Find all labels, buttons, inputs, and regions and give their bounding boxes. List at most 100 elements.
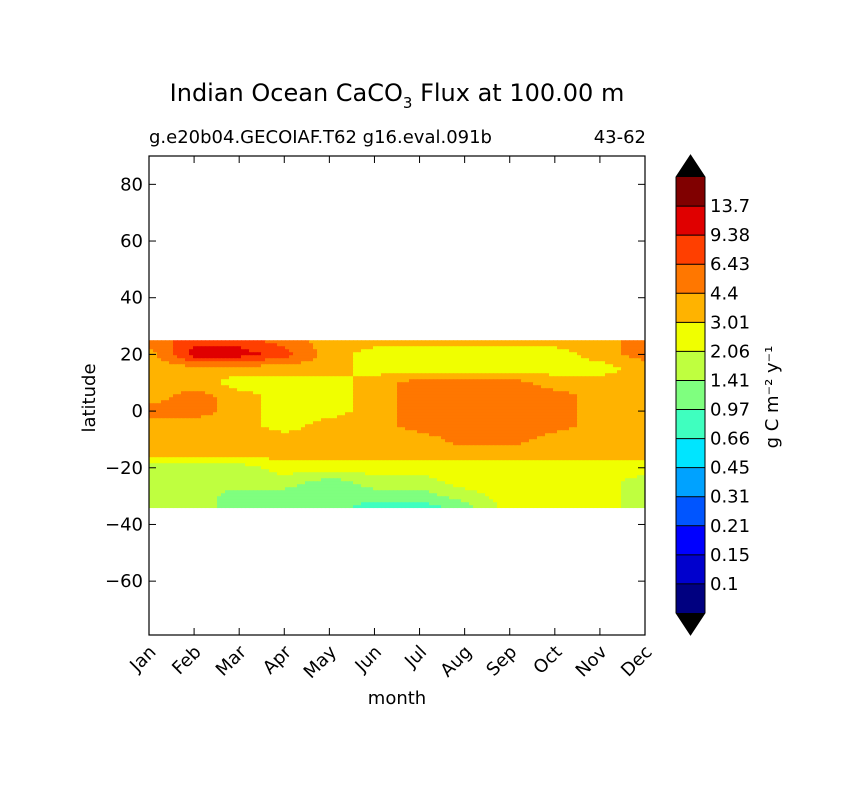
heatmap-cell <box>421 415 426 419</box>
heatmap-cell <box>429 442 434 446</box>
heatmap-cell <box>409 388 414 392</box>
heatmap-cell <box>221 385 226 389</box>
heatmap-cell <box>157 430 162 434</box>
heatmap-cell <box>289 373 294 377</box>
heatmap-cell <box>313 373 318 377</box>
heatmap-cell <box>449 454 454 458</box>
heatmap-cell <box>309 349 314 353</box>
heatmap-cell <box>609 445 614 449</box>
heatmap-cell <box>297 418 302 422</box>
heatmap-cell <box>453 370 458 374</box>
heatmap-cell <box>497 442 502 446</box>
heatmap-cell <box>293 364 298 368</box>
heatmap-cell <box>617 346 622 350</box>
heatmap-cell <box>561 385 566 389</box>
heatmap-cell <box>425 436 430 440</box>
heatmap-cell <box>237 352 242 356</box>
heatmap-cell <box>509 370 514 374</box>
heatmap-cell <box>261 352 266 356</box>
heatmap-cell <box>393 373 398 377</box>
heatmap-cell <box>377 454 382 458</box>
heatmap-cell <box>553 424 558 428</box>
heatmap-cell <box>457 367 462 371</box>
heatmap-cell <box>441 424 446 428</box>
heatmap-cell <box>605 424 610 428</box>
heatmap-cell <box>397 406 402 410</box>
heatmap-cell <box>401 385 406 389</box>
heatmap-cell <box>533 346 538 350</box>
heatmap-cell <box>221 409 226 413</box>
heatmap-cell <box>577 355 582 359</box>
heatmap-cell <box>581 418 586 422</box>
heatmap-cell <box>489 400 494 404</box>
heatmap-cell <box>237 349 242 353</box>
heatmap-cell <box>385 391 390 395</box>
heatmap-cell <box>345 346 350 350</box>
heatmap-cell <box>305 379 310 383</box>
heatmap-cell <box>525 361 530 365</box>
heatmap-cell <box>585 412 590 416</box>
heatmap-cell <box>237 406 242 410</box>
heatmap-cell <box>453 424 458 428</box>
heatmap-cell <box>193 385 198 389</box>
heatmap-cell <box>397 445 402 449</box>
heatmap-cell <box>149 427 154 431</box>
heatmap-cell <box>449 421 454 425</box>
heatmap-cell <box>265 385 270 389</box>
heatmap-cell <box>433 421 438 425</box>
heatmap-cell <box>637 430 642 434</box>
heatmap-cell <box>149 361 154 365</box>
heatmap-cell <box>201 358 206 362</box>
heatmap-cell <box>641 370 645 374</box>
heatmap-cell <box>497 340 502 344</box>
heatmap-cell <box>621 433 626 437</box>
heatmap-cell <box>613 373 618 377</box>
heatmap-cell <box>229 448 234 452</box>
heatmap-cell <box>621 367 626 371</box>
heatmap-cell <box>257 361 262 365</box>
heatmap-cell <box>393 412 398 416</box>
heatmap-cell <box>401 439 406 443</box>
heatmap-cell <box>449 439 454 443</box>
heatmap-cell <box>485 406 490 410</box>
heatmap-cell <box>421 352 426 356</box>
heatmap-cell <box>641 457 645 461</box>
heatmap-cell <box>341 379 346 383</box>
heatmap-cell <box>521 361 526 365</box>
heatmap-cell <box>221 358 226 362</box>
heatmap-cell <box>337 445 342 449</box>
heatmap-cell <box>433 427 438 431</box>
heatmap-cell <box>337 367 342 371</box>
heatmap-cell <box>249 397 254 401</box>
heatmap-cell <box>181 424 186 428</box>
heatmap-cell <box>413 358 418 362</box>
heatmap-cell <box>197 343 202 347</box>
heatmap-cell <box>257 406 262 410</box>
heatmap-cell <box>573 343 578 347</box>
heatmap-cell <box>481 397 486 401</box>
heatmap-cell <box>209 400 214 404</box>
heatmap-cell <box>637 406 642 410</box>
heatmap-cell <box>389 340 394 344</box>
heatmap-cell <box>497 352 502 356</box>
heatmap-cell <box>601 442 606 446</box>
heatmap-cell <box>257 352 262 356</box>
heatmap-cell <box>309 412 314 416</box>
heatmap-cell <box>265 397 270 401</box>
heatmap-cell <box>557 358 562 362</box>
heatmap-cell <box>549 427 554 431</box>
heatmap-cell <box>385 442 390 446</box>
heatmap-cell <box>465 427 470 431</box>
heatmap-cell <box>617 394 622 398</box>
heatmap-cell <box>293 391 298 395</box>
heatmap-cell <box>237 385 242 389</box>
heatmap-cell <box>441 394 446 398</box>
heatmap-cell <box>525 403 530 407</box>
heatmap-cell <box>577 412 582 416</box>
heatmap-cell <box>361 433 366 437</box>
heatmap-cell <box>401 418 406 422</box>
heatmap-cell <box>329 352 334 356</box>
heatmap-cell <box>633 385 638 389</box>
heatmap-cell <box>273 343 278 347</box>
heatmap-cell <box>309 343 314 347</box>
